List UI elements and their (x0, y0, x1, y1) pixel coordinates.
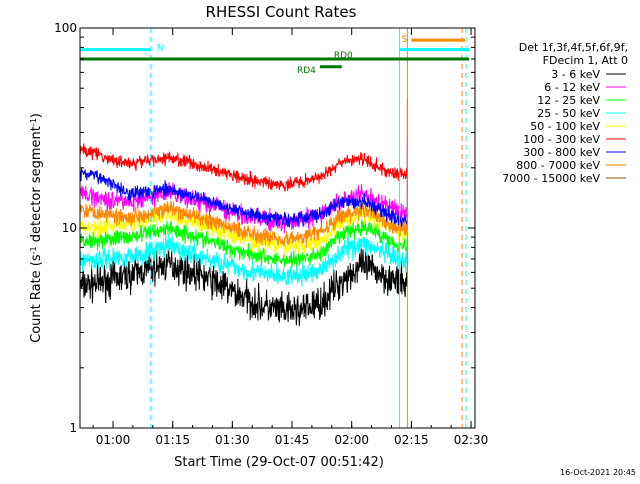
y-tick-label: 10 (62, 221, 77, 235)
axes-layer: 01:00 01:15 01:30 01:45 02:00 02:15 02:30 1 10 10… (54, 21, 488, 447)
series-line-25-50keV (79, 185, 408, 287)
render-timestamp: 16-Oct-2021 20:45 (560, 468, 636, 477)
legend-header: FDecim 1, Att 0 (543, 54, 628, 67)
legend-label: 25 - 50 keV (537, 107, 600, 120)
series-line-50-100keV (79, 156, 408, 258)
x-tick-label: 02:00 (334, 433, 369, 447)
annotation-label: RD4 (297, 66, 316, 76)
x-tick-label: 02:30 (454, 433, 489, 447)
annotation-label: RD0 (334, 51, 353, 61)
y-axis-label: Count Rate (s-1 detector segment-1) (29, 113, 45, 343)
series-layer (79, 98, 408, 327)
x-tick-label: 01:45 (275, 433, 310, 447)
x-tick-label: 02:15 (394, 433, 429, 447)
legend-label: 50 - 100 keV (530, 120, 600, 133)
x-tick-label: 01:30 (215, 433, 250, 447)
series-line-100-300keV (79, 98, 408, 192)
legend-label: 800 - 7000 keV (516, 159, 600, 172)
legend-label: 3 - 6 keV (551, 68, 600, 81)
legend-header: Det 1f,3f,4f,5f,6f,9f, (519, 41, 628, 54)
chart-title: RHESSI Count Rates (206, 3, 357, 21)
annotation-label: N (157, 44, 164, 54)
x-axis-label: Start Time (29-Oct-07 00:51:42) (174, 455, 384, 470)
legend-label: 12 - 25 keV (537, 94, 600, 107)
y-tick-label: 100 (54, 21, 77, 35)
series-line-800-7000keV (79, 153, 408, 248)
x-tick-label: 01:00 (96, 433, 131, 447)
legend-label: 7000 - 15000 keV (502, 172, 600, 185)
annotation-label: S (402, 35, 408, 45)
legend: Det 1f,3f,4f,5f,6f,9f,FDecim 1, Att 03 -… (502, 41, 628, 185)
legend-label: 300 - 800 keV (523, 146, 600, 159)
y-tick-label: 1 (69, 421, 77, 435)
series-line-300-800keV (79, 143, 408, 228)
legend-label: 100 - 300 keV (523, 133, 600, 146)
x-tick-label: 01:15 (155, 433, 190, 447)
legend-label: 6 - 12 keV (544, 81, 600, 94)
overlay-layer: N S RD0 RD4 (79, 28, 470, 428)
series-line-3-6keV (79, 207, 408, 327)
